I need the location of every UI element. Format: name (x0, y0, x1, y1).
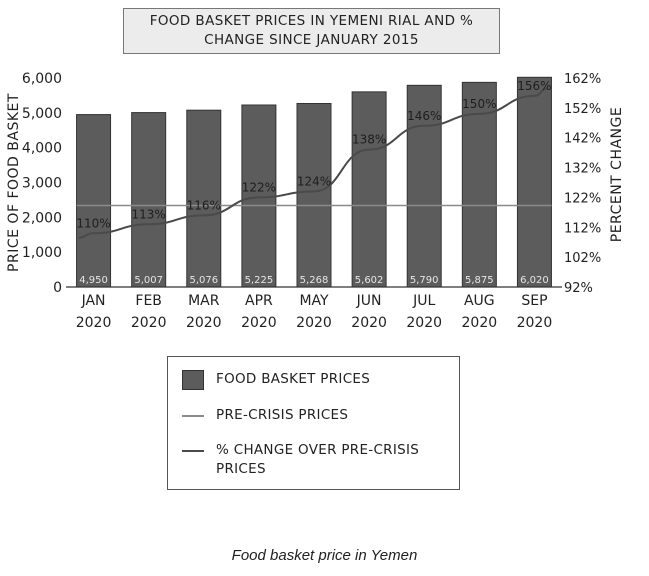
percent-change-label: 113% (132, 207, 166, 221)
x-tick-label-month: JUN (356, 293, 382, 309)
percent-change-label: 116% (187, 198, 221, 212)
legend-item-pct-change: % CHANGE OVER PRE-CRISIS PRICES (182, 441, 419, 479)
y2-tick-label: 112% (564, 221, 601, 236)
y2-tick-label: 152% (564, 102, 601, 117)
bar-value-label: 5,225 (245, 275, 274, 286)
y-tick-label: 1,000 (22, 245, 62, 261)
x-tick-label-year: 2020 (517, 315, 553, 331)
legend-label-food-basket: FOOD BASKET PRICES (216, 371, 371, 387)
y-tick-label: 3,000 (22, 176, 62, 192)
y-tick-label: 0 (53, 280, 62, 296)
bar (461, 81, 497, 288)
bar (186, 109, 222, 288)
y2-tick-label: 162% (564, 72, 601, 87)
y-tick-label: 5,000 (22, 106, 62, 122)
legend-item-pre-crisis: PRE-CRISIS PRICES (182, 406, 348, 425)
chart-legend: FOOD BASKET PRICES PRE-CRISIS PRICES % C… (167, 356, 460, 490)
bar-value-label: 5,875 (465, 275, 494, 286)
x-tick-label-year: 2020 (131, 315, 167, 331)
bar (296, 102, 332, 288)
bar-value-label: 5,007 (134, 275, 163, 286)
bar (131, 112, 167, 288)
x-tick-label-month: AUG (464, 293, 495, 309)
y2-tick-label: 132% (564, 162, 601, 177)
chart-title-line-1: FOOD BASKET PRICES IN YEMENI RIAL AND % (149, 13, 474, 29)
legend-label-pre-crisis: PRE-CRISIS PRICES (216, 407, 349, 423)
legend-item-food-basket: FOOD BASKET PRICES (182, 370, 370, 390)
percent-change-label: 110% (76, 216, 110, 230)
y2-axis-title: PERCENT CHANGE (609, 107, 625, 242)
percent-change-label: 124% (297, 174, 331, 188)
x-tick-label-month: JUL (412, 293, 435, 309)
x-tick-label-year: 2020 (76, 315, 112, 331)
legend-label-pct-change: % CHANGE OVER PRE-CRISIS PRICES (216, 441, 419, 479)
x-tick-label-year: 2020 (406, 315, 442, 331)
y-tick-label: 4,000 (22, 141, 62, 157)
legend-label-pct-change-line-1: % CHANGE OVER PRE-CRISIS (216, 442, 420, 458)
bar (351, 91, 387, 288)
bar-value-label: 5,602 (355, 275, 384, 286)
bar-value-label: 5,268 (300, 275, 329, 286)
percent-change-label: 146% (407, 109, 441, 123)
percent-change-line (78, 87, 548, 239)
x-tick-label-month: FEB (135, 293, 162, 309)
x-tick-label-month: JAN (81, 293, 106, 309)
x-tick-label-month: MAY (299, 293, 329, 309)
x-tick-label-year: 2020 (351, 315, 387, 331)
x-tick-label-month: MAR (188, 293, 220, 309)
y-tick-label: 6,000 (22, 71, 62, 87)
legend-label-pct-change-line-2: PRICES (216, 461, 266, 477)
x-tick-label-month: SEP (521, 293, 547, 309)
percent-change-label: 122% (242, 180, 276, 194)
legend-swatch-pct-change (182, 450, 204, 452)
chart-title: FOOD BASKET PRICES IN YEMENI RIAL AND % … (123, 8, 500, 54)
x-tick-label-year: 2020 (462, 315, 498, 331)
bar-value-label: 5,790 (410, 275, 439, 286)
legend-swatch-pre-crisis (182, 415, 204, 417)
y2-tick-label: 142% (564, 132, 601, 147)
x-tick-label-year: 2020 (186, 315, 222, 331)
x-tick-label-month: APR (245, 293, 273, 309)
bar (406, 84, 442, 288)
y-tick-label: 2,000 (22, 210, 62, 226)
figure-caption: Food basket price in Yemen (231, 547, 418, 564)
x-tick-label-year: 2020 (241, 315, 277, 331)
percent-change-label: 156% (517, 79, 551, 93)
y2-tick-label: 122% (564, 191, 601, 206)
legend-swatch-bar (182, 370, 204, 390)
bar-value-label: 5,076 (189, 275, 218, 286)
y2-tick-label: 92% (564, 281, 593, 296)
bar-value-label: 6,020 (520, 275, 549, 286)
y2-tick-label: 102% (564, 251, 601, 266)
bar-value-label: 4,950 (79, 275, 108, 286)
x-tick-label-year: 2020 (296, 315, 332, 331)
percent-change-label: 138% (352, 133, 386, 147)
percent-change-label: 150% (462, 97, 496, 111)
bar (76, 114, 112, 288)
y-axis-title: PRICE OF FOOD BASKET (6, 93, 22, 272)
bar (516, 76, 552, 288)
chart-title-line-2: CHANGE SINCE JANUARY 2015 (204, 32, 419, 48)
